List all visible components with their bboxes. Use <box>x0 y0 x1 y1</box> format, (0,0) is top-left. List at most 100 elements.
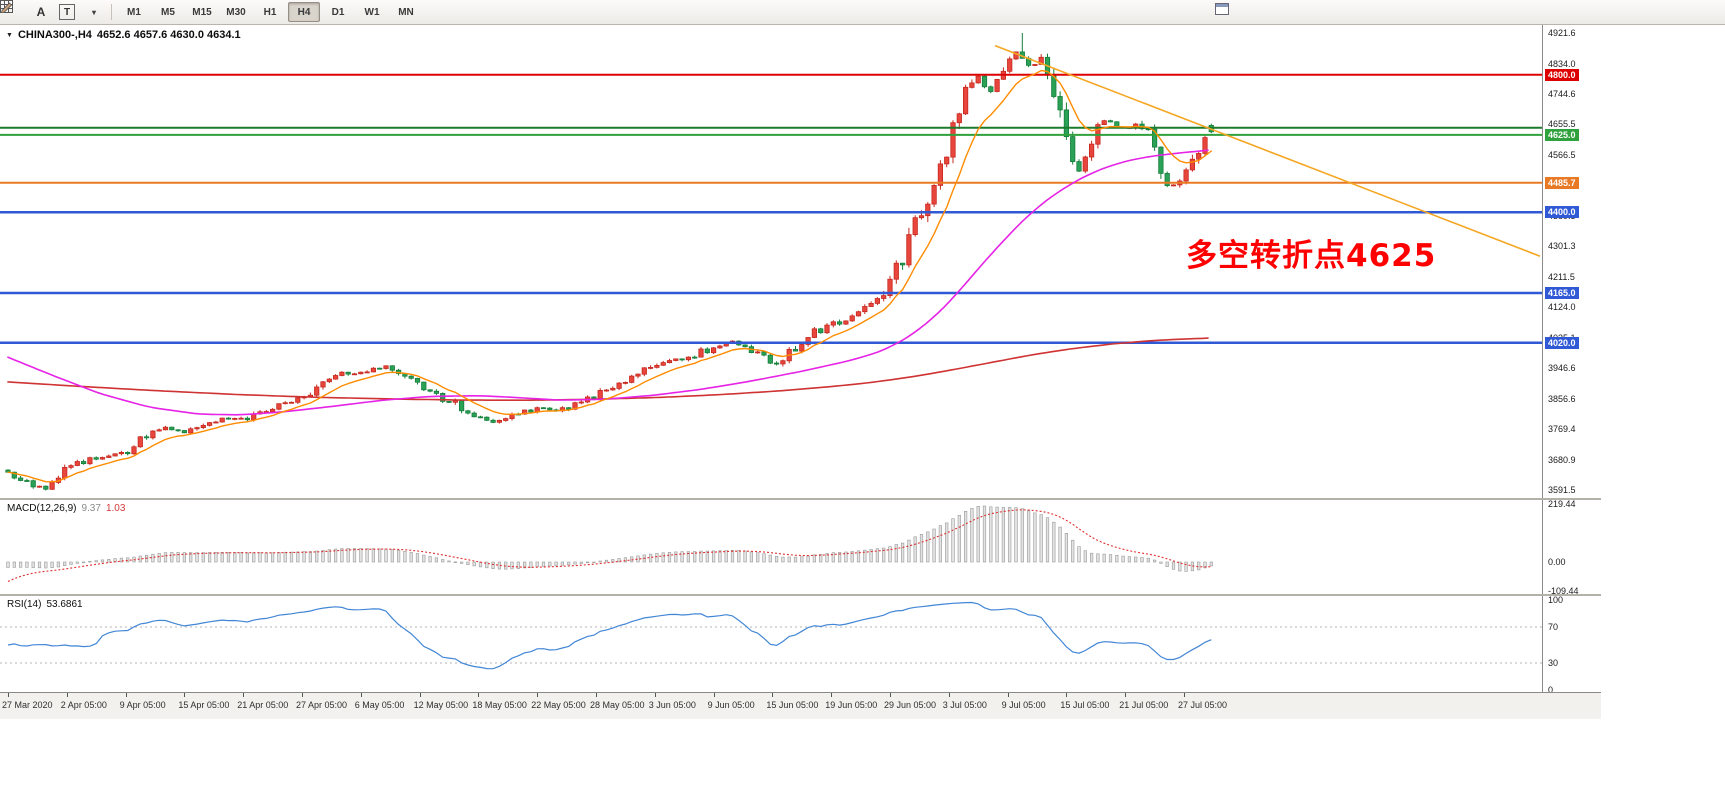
pencil-draw-icon <box>1 2 13 13</box>
price-axis-label: 3591.5 <box>1548 485 1576 495</box>
macd-label: MACD(12,26,9) 9.37 1.03 <box>7 503 125 514</box>
chart-window-icon[interactable] <box>1214 2 1238 24</box>
time-tick <box>360 693 362 697</box>
time-tick <box>478 693 480 697</box>
chart-window-icon-glyph <box>1215 3 1229 15</box>
price-axis-label: 4834.0 <box>1548 58 1576 69</box>
price-axis-label: 4124.0 <box>1548 302 1576 313</box>
symbol-period-label: CHINA300-,H4 <box>17 29 92 41</box>
time-axis-label: 22 May 05:00 <box>531 700 586 710</box>
time-tick <box>419 693 421 697</box>
time-tick <box>184 693 186 697</box>
ohlc-values: 4652.6 4657.6 4630.0 4634.1 <box>96 29 241 41</box>
macd-axis-label: -109.44 <box>1548 585 1579 596</box>
timeframe-button-h4[interactable]: H4 <box>288 2 320 22</box>
time-axis-label: 28 May 05:00 <box>590 700 645 710</box>
time-tick <box>654 693 656 697</box>
timeframe-button-m15[interactable]: M15 <box>192 6 212 18</box>
time-axis-label: 27 Mar 2020 <box>2 700 53 710</box>
price-axis-label: 3946.6 <box>1548 363 1576 374</box>
price-axis[interactable]: 4921.64834.04744.64655.54566.54477.94389… <box>1542 24 1602 718</box>
price-axis-label: 4211.5 <box>1548 271 1575 282</box>
time-axis-label: 15 Jun 05:00 <box>766 700 819 710</box>
price-chart-canvas[interactable] <box>0 24 1542 498</box>
toolbar-separator <box>111 4 112 20</box>
time-axis-label: 15 Apr 05:00 <box>178 700 230 710</box>
rsi-panel[interactable]: RSI(14) 53.6861 <box>0 596 1542 691</box>
time-axis-label: 21 Apr 05:00 <box>237 700 289 710</box>
time-axis-label: 9 Jun 05:00 <box>707 700 755 710</box>
time-tick <box>125 693 127 697</box>
macd-panel[interactable]: MACD(12,26,9) 9.37 1.03 <box>0 500 1542 594</box>
time-tick <box>596 693 597 697</box>
time-tick <box>8 693 9 697</box>
price-chart-panel[interactable]: ▼ CHINA300-,H4 4652.6 4657.6 4630.0 4634… <box>0 24 1542 498</box>
price-axis-label: 4566.5 <box>1548 149 1576 160</box>
time-axis-label: 3 Jun 05:00 <box>648 700 696 710</box>
time-axis[interactable]: 27 Mar 2020 2 Apr 05:00 9 Apr 05:00 15 Apr … <box>0 692 1601 719</box>
time-tick <box>243 693 245 697</box>
rsi-name: RSI(14) <box>7 599 42 610</box>
macd-axis-label: 219.44 <box>1548 499 1576 509</box>
rsi-canvas[interactable] <box>0 596 1542 691</box>
text-box-tool-button[interactable]: T <box>55 1 79 23</box>
time-tick <box>1184 693 1185 697</box>
timeframe-button-w1[interactable]: W1 <box>364 6 380 18</box>
time-axis-label: 12 May 05:00 <box>413 700 469 710</box>
rsi-axis-label: 30 <box>1548 658 1559 668</box>
symbol-dropdown-icon[interactable]: ▼ <box>6 31 13 39</box>
text-box-label: T <box>59 4 75 20</box>
time-tick <box>890 693 891 697</box>
rsi-axis-label: 100 <box>1548 595 1564 605</box>
panel-splitter-rsi[interactable] <box>0 594 1601 596</box>
time-tick <box>948 693 950 697</box>
rsi-value: 53.6861 <box>46 599 83 610</box>
time-tick <box>713 693 715 697</box>
text-tool-label: A <box>36 5 46 19</box>
price-line-badge: 4020.0 <box>1545 336 1579 349</box>
price-line-badge: 4400.0 <box>1545 206 1579 219</box>
price-axis-label: 4301.3 <box>1548 241 1576 252</box>
rsi-axis-label: 70 <box>1548 622 1559 632</box>
time-axis-label: 27 Apr 05:00 <box>296 700 348 710</box>
time-tick <box>1125 693 1127 697</box>
time-tick <box>831 693 833 697</box>
price-line-badge: 4165.0 <box>1545 287 1579 299</box>
price-axis-label: 4744.6 <box>1548 88 1576 99</box>
price-axis-label: 3769.4 <box>1548 424 1576 435</box>
time-axis-label: 18 May 05:00 <box>472 700 527 710</box>
time-tick <box>66 693 68 697</box>
time-axis-label: 19 Jun 05:00 <box>825 700 878 710</box>
price-axis-label: 4655.5 <box>1548 119 1576 130</box>
macd-main-value: 9.37 <box>81 503 101 514</box>
timeframe-button-m1[interactable]: M1 <box>127 6 141 18</box>
macd-signal-value: 1.03 <box>105 503 126 514</box>
price-line-badge: 4800.0 <box>1545 68 1579 81</box>
timeframe-button-m5[interactable]: M5 <box>161 6 175 18</box>
timeframe-button-h1[interactable]: H1 <box>263 6 277 18</box>
macd-canvas[interactable] <box>0 500 1542 594</box>
dropdown-caret-icon: ▾ <box>91 7 96 17</box>
time-axis-label: 21 Jul 05:00 <box>1119 700 1169 710</box>
time-axis-label: 3 Jul 05:00 <box>942 700 987 710</box>
time-axis-label: 9 Jul 05:00 <box>1001 700 1046 710</box>
price-line-badge: 4485.7 <box>1545 176 1579 189</box>
timeframe-button-mn[interactable]: MN <box>398 6 414 18</box>
time-axis-label: 15 Jul 05:00 <box>1060 700 1110 710</box>
timeframe-toolbar: M1 M5 M15 M30 H1 H4 D1 W1 MN <box>117 2 423 22</box>
time-tick <box>772 693 774 697</box>
time-axis-label: 6 May 05:00 <box>354 700 405 710</box>
draw-tool-button[interactable]: ▾ <box>1 1 105 23</box>
timeframe-button-d1[interactable]: D1 <box>331 6 345 18</box>
price-line-badge: 4625.0 <box>1545 128 1579 141</box>
price-axis-label: 3856.6 <box>1548 393 1576 404</box>
rsi-axis-label: 0 <box>1548 685 1554 695</box>
price-axis-label: 4921.6 <box>1548 28 1576 38</box>
text-label-tool-button[interactable]: A <box>29 1 53 23</box>
time-axis-label: 2 Apr 05:00 <box>60 700 107 710</box>
time-tick <box>302 693 303 697</box>
panel-splitter-macd[interactable] <box>0 498 1601 500</box>
rsi-label: RSI(14) 53.6861 <box>7 599 83 610</box>
timeframe-button-m30[interactable]: M30 <box>226 6 246 18</box>
